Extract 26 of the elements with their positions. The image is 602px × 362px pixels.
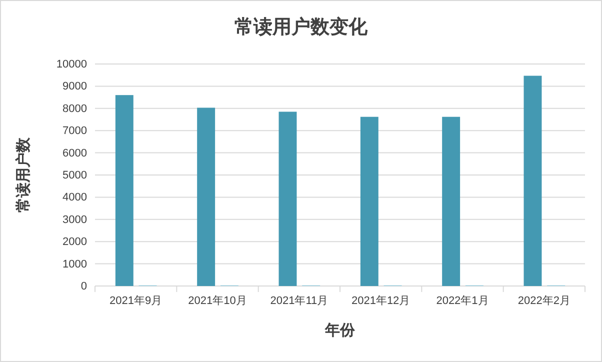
y-tick-label: 9000 bbox=[62, 80, 87, 93]
y-tick-label: 2000 bbox=[62, 236, 87, 248]
y-tick-label: 10000 bbox=[56, 58, 87, 71]
y-tick-label: 1000 bbox=[62, 258, 87, 270]
y-tick-label: 5000 bbox=[62, 170, 87, 182]
x-tick-label: 2021年9月 bbox=[110, 294, 162, 307]
chart-title: 常读用户数变化 bbox=[234, 16, 368, 38]
x-tick-label: 2021年10月 bbox=[188, 294, 247, 307]
bar bbox=[197, 108, 216, 286]
x-tick-label: 2021年11月 bbox=[270, 294, 328, 307]
x-tick-label: 2022年1月 bbox=[436, 294, 489, 307]
y-tick-label: 0 bbox=[80, 280, 87, 293]
bar bbox=[442, 116, 460, 286]
y-tick-label: 7000 bbox=[62, 125, 87, 138]
bar bbox=[524, 76, 542, 286]
y-tick-label: 4000 bbox=[62, 192, 87, 204]
y-axis-title: 常读用户数 bbox=[14, 136, 32, 212]
y-tick-label: 3000 bbox=[62, 214, 87, 226]
x-tick-label: 2022年2月 bbox=[518, 294, 570, 307]
x-axis-title: 年份 bbox=[324, 321, 356, 339]
x-tick-label: 2021年12月 bbox=[351, 294, 410, 307]
y-tick-label: 6000 bbox=[62, 147, 87, 160]
bar bbox=[360, 116, 378, 286]
y-tick-label: 8000 bbox=[62, 102, 87, 115]
bar bbox=[278, 112, 297, 286]
bar bbox=[115, 95, 134, 286]
